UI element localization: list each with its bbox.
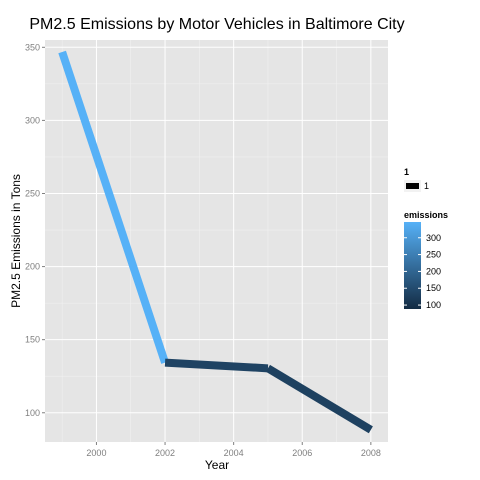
y-tick-label: 250 [25,188,40,198]
x-tick-label: 2002 [155,448,175,458]
y-tick-label: 350 [25,42,40,52]
x-tick-label: 2000 [86,448,106,458]
colorbar-label: 100 [426,300,441,310]
y-tick-label: 300 [25,115,40,125]
x-axis-ticks: 2000 2002 2004 2006 2008 [86,442,380,458]
colorbar-label: 200 [426,266,441,276]
color-legend-title: emissions [404,210,448,220]
y-tick-label: 150 [25,335,40,345]
colorbar-label: 250 [426,250,441,260]
line-segment-2002-2005 [165,363,268,369]
legend: 1 1 emissions 300 250 200 150 100 [404,167,448,310]
size-legend-title: 1 [404,167,409,177]
colorbar-label: 300 [426,233,441,243]
size-legend-label: 1 [424,181,429,191]
y-axis-label: PM2.5 Emissions in Tons [9,174,23,308]
x-axis-label: Year [205,458,229,472]
y-tick-label: 200 [25,262,40,272]
y-tick-label: 100 [25,408,40,418]
y-axis-ticks: 100 150 200 250 300 350 [25,42,45,417]
chart-title: PM2.5 Emissions by Motor Vehicles in Bal… [29,16,404,33]
color-legend-bar [404,222,421,309]
colorbar-label: 150 [426,283,441,293]
x-tick-label: 2006 [292,448,312,458]
x-tick-label: 2004 [224,448,244,458]
x-tick-label: 2008 [361,448,381,458]
